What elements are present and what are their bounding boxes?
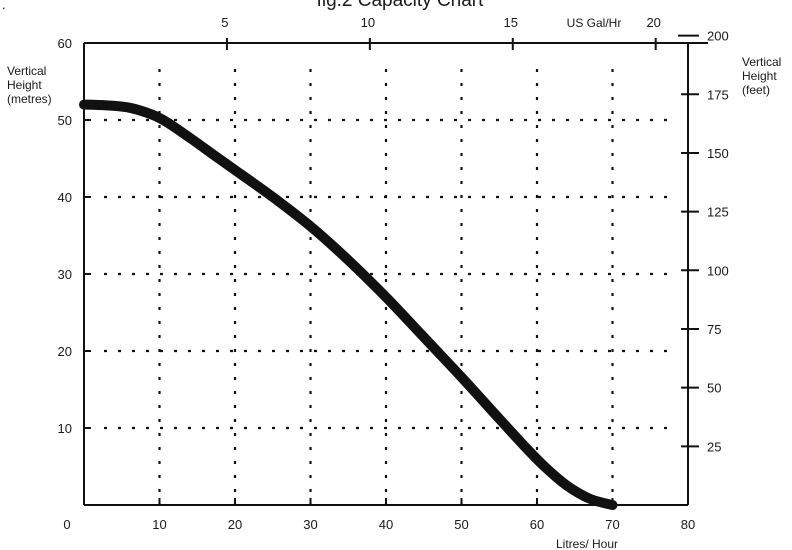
grid-lines [104, 69, 670, 505]
y2-tick-label-7: 200 [707, 29, 729, 44]
x2-tick-label-1: 10 [361, 15, 375, 30]
x-tick-label-5: 50 [454, 517, 468, 532]
y-axis-title-line-1: Vertical [7, 64, 46, 78]
y-axis-title: Vertical Height (metres) [7, 64, 52, 106]
y2-axis-title: Vertical Height (feet) [742, 55, 785, 97]
y-axis-title-line-2: Height [7, 78, 42, 92]
x-axis-title: Litres/ Hour [556, 537, 618, 550]
y-tick-label-3: 40 [58, 190, 72, 205]
y2-tick-label-5: 150 [707, 146, 729, 161]
x-tick-label-2: 20 [228, 517, 242, 532]
y2-tick-label-0: 25 [707, 439, 721, 454]
capacity-curve [79, 99, 618, 510]
x-tick-label-1: 10 [152, 517, 166, 532]
y2-tick-label-4: 125 [707, 205, 729, 220]
x-tick-label-8: 80 [681, 517, 695, 532]
chart-title: fig.2 Capacity Chart [317, 0, 485, 11]
x2-tick-label-0: 5 [221, 15, 228, 30]
y-tick-label-2: 30 [58, 267, 72, 282]
y2-axis-ticks: 25 50 75 100 125 150 175 200 [678, 29, 729, 454]
y2-axis-title-line-1: Vertical [742, 55, 781, 69]
y-tick-label-5: 60 [58, 36, 72, 51]
y-axis-ticks: 10 20 30 40 50 60 [58, 36, 91, 436]
y2-tick-label-1: 50 [707, 381, 721, 396]
corner-mark: . [2, 0, 6, 12]
y2-tick-label-3: 100 [707, 263, 729, 278]
y2-axis-title-line-3: (feet) [742, 83, 770, 97]
x2-axis-title: US Gal/Hr [567, 16, 622, 30]
x-tick-label-0: 0 [63, 517, 70, 532]
y-tick-label-4: 50 [58, 113, 72, 128]
x-axis-ticks: 0 10 20 30 40 50 60 70 80 [63, 498, 695, 532]
y-tick-label-0: 10 [58, 421, 72, 436]
x2-axis-ticks: 5 10 15 20 [221, 15, 661, 50]
y2-tick-label-6: 175 [707, 87, 729, 102]
x2-tick-label-3: 20 [646, 15, 660, 30]
x-tick-label-4: 40 [379, 517, 393, 532]
x2-tick-label-2: 15 [504, 15, 518, 30]
y2-axis-title-line-2: Height [742, 69, 777, 83]
x-tick-label-7: 70 [605, 517, 619, 532]
x-tick-label-3: 30 [303, 517, 317, 532]
y2-tick-label-2: 75 [707, 322, 721, 337]
y-axis-title-line-3: (metres) [7, 92, 52, 106]
x-tick-label-6: 60 [530, 517, 544, 532]
y-tick-label-1: 20 [58, 344, 72, 359]
